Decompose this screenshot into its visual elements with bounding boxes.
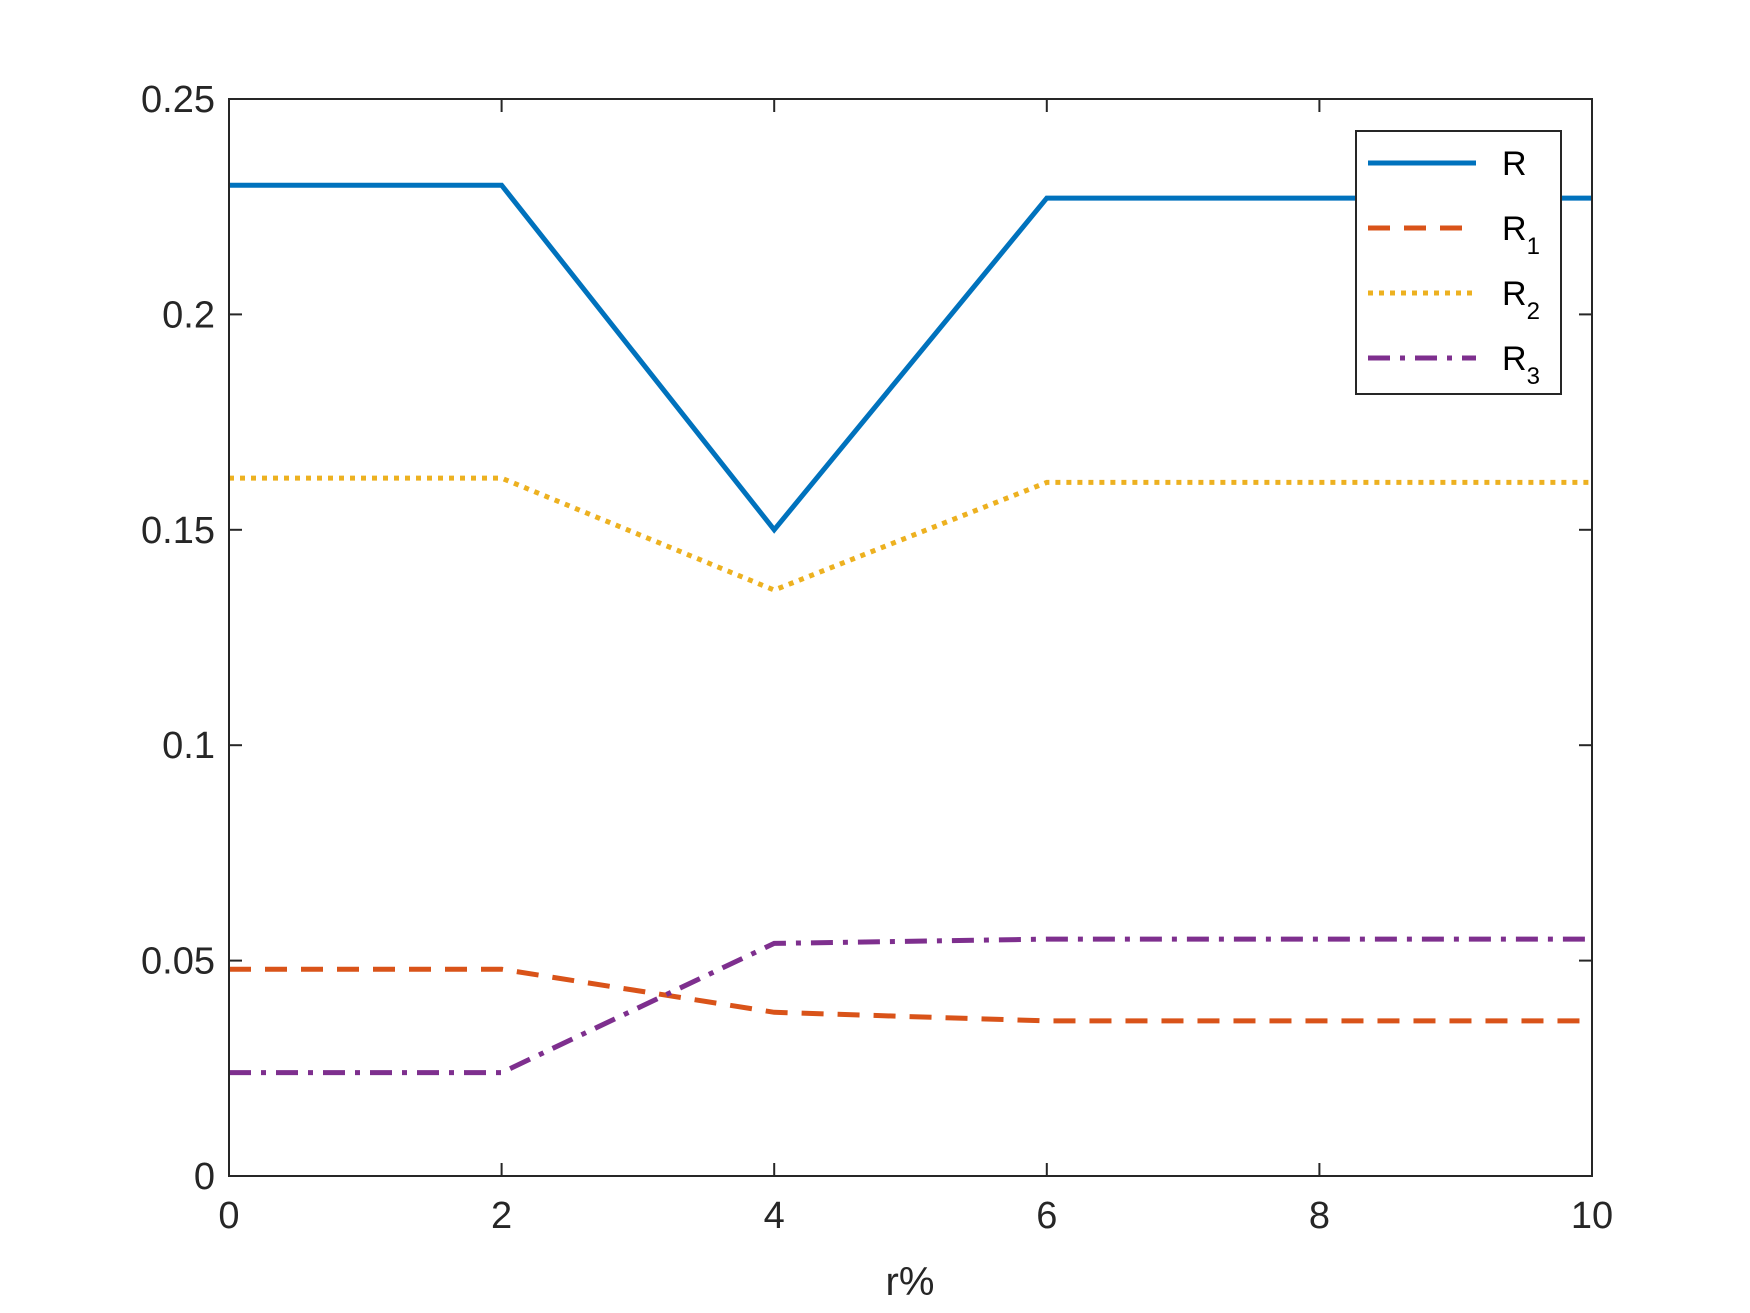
y-tick-label: 0.25 bbox=[141, 79, 215, 121]
y-tick-label: 0.2 bbox=[162, 294, 215, 336]
x-tick-label: 10 bbox=[1571, 1195, 1613, 1237]
legend-label-subscript: 1 bbox=[1527, 233, 1540, 260]
plot-frame bbox=[228, 98, 1593, 1177]
y-tick-label: 0.1 bbox=[162, 725, 215, 767]
legend-box bbox=[1355, 130, 1562, 395]
x-tick-label: 4 bbox=[764, 1195, 785, 1237]
ticks-layer: 0 2 4 6 8 10 0 0.05 0.1 0.15 0.2 0.25 bbox=[141, 79, 1613, 1237]
legend-label-subscript: 3 bbox=[1527, 363, 1540, 390]
x-tick-label: 6 bbox=[1036, 1195, 1057, 1237]
y-tick-label: 0.15 bbox=[141, 510, 215, 552]
y-tick-label: 0.05 bbox=[141, 941, 215, 983]
series-line-r2 bbox=[229, 475, 1592, 593]
legend-label: R bbox=[1502, 145, 1527, 183]
y-tick-label: 0 bbox=[194, 1156, 215, 1198]
x-tick-label: 2 bbox=[491, 1195, 512, 1237]
legend-label-subscript: 2 bbox=[1527, 298, 1540, 325]
series-line-r3 bbox=[229, 936, 1592, 1076]
series-line-r1 bbox=[229, 966, 1592, 1024]
x-tick-label: 0 bbox=[218, 1195, 239, 1237]
x-tick-label: 8 bbox=[1309, 1195, 1330, 1237]
x-axis-title: r% bbox=[886, 1260, 935, 1304]
